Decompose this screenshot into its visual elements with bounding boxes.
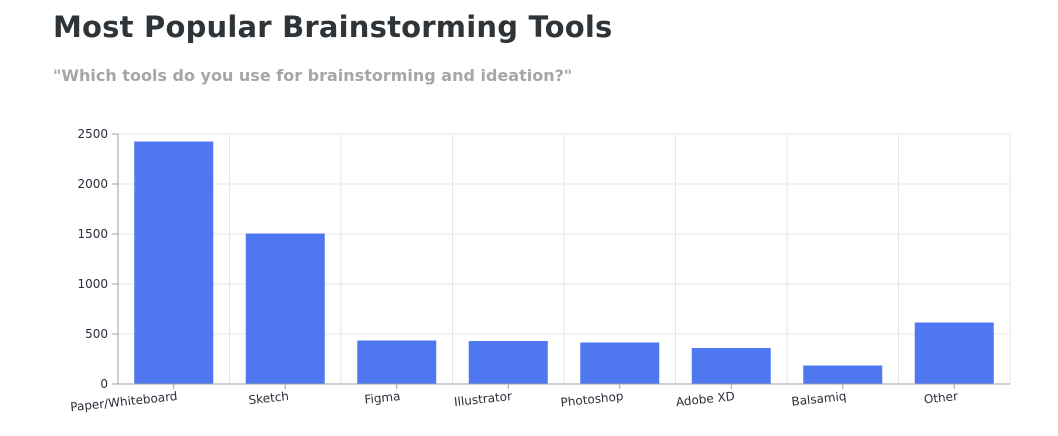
x-tick-label: Figma — [364, 389, 401, 407]
bar — [580, 342, 660, 384]
bar — [357, 340, 437, 384]
y-axis-ticks: 0 500 1000 1500 2000 2500 — [77, 127, 118, 391]
x-tick-label: Other — [923, 389, 958, 406]
bar — [134, 141, 214, 384]
bar — [803, 365, 883, 384]
bar — [914, 322, 994, 384]
bars — [134, 141, 994, 384]
bar — [691, 348, 771, 384]
y-tick-label: 2000 — [77, 177, 108, 191]
chart-subtitle: "Which tools do you use for brainstormin… — [53, 66, 573, 85]
y-tick-label: 1500 — [77, 227, 108, 241]
x-tick-label: Illustrator — [453, 389, 512, 409]
axes — [117, 134, 1010, 385]
bar — [245, 233, 325, 384]
y-tick-label: 500 — [85, 327, 108, 341]
x-tick-label: Balsamiq — [791, 389, 847, 409]
bar — [468, 341, 548, 384]
x-tick-label: Paper/Whiteboard — [70, 389, 178, 414]
x-tick-label: Adobe XD — [675, 389, 735, 409]
y-tick-label: 0 — [100, 377, 108, 391]
x-axis-ticks: Paper/Whiteboard Sketch Figma Illustrator Ph… — [70, 384, 959, 414]
chart-title: Most Popular Brainstorming Tools — [53, 10, 613, 44]
x-tick-label: Sketch — [248, 389, 290, 407]
x-tick-label: Photoshop — [560, 389, 624, 410]
y-tick-label: 2500 — [77, 127, 108, 141]
y-tick-label: 1000 — [77, 277, 108, 291]
